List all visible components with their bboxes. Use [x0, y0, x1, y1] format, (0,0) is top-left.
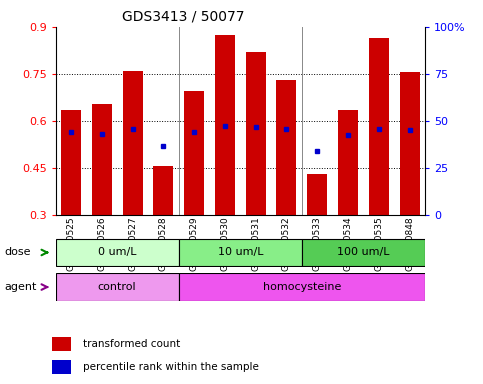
Text: percentile rank within the sample: percentile rank within the sample	[83, 362, 259, 372]
Bar	[369, 38, 389, 215]
Text: control: control	[98, 282, 136, 292]
Text: 10 um/L: 10 um/L	[217, 247, 263, 258]
Bar	[52, 337, 71, 351]
Text: agent: agent	[5, 282, 37, 292]
Bar	[61, 110, 81, 215]
Bar	[56, 239, 179, 266]
Bar	[184, 91, 204, 215]
Text: GDS3413 / 50077: GDS3413 / 50077	[122, 10, 245, 23]
Bar	[153, 166, 173, 215]
Text: 0 um/L: 0 um/L	[98, 247, 136, 258]
Bar	[215, 35, 235, 215]
Bar	[56, 273, 179, 301]
Bar	[338, 110, 358, 215]
Bar	[276, 80, 297, 215]
Text: 100 um/L: 100 um/L	[337, 247, 390, 258]
Bar	[52, 360, 71, 374]
Bar	[246, 52, 266, 215]
Text: homocysteine: homocysteine	[263, 282, 341, 292]
Bar	[92, 104, 112, 215]
Bar	[123, 71, 142, 215]
Bar	[179, 273, 425, 301]
Text: dose: dose	[5, 247, 31, 258]
Bar	[302, 239, 425, 266]
Bar	[179, 239, 302, 266]
Bar	[399, 72, 420, 215]
Bar	[307, 174, 327, 215]
Text: transformed count: transformed count	[83, 339, 180, 349]
